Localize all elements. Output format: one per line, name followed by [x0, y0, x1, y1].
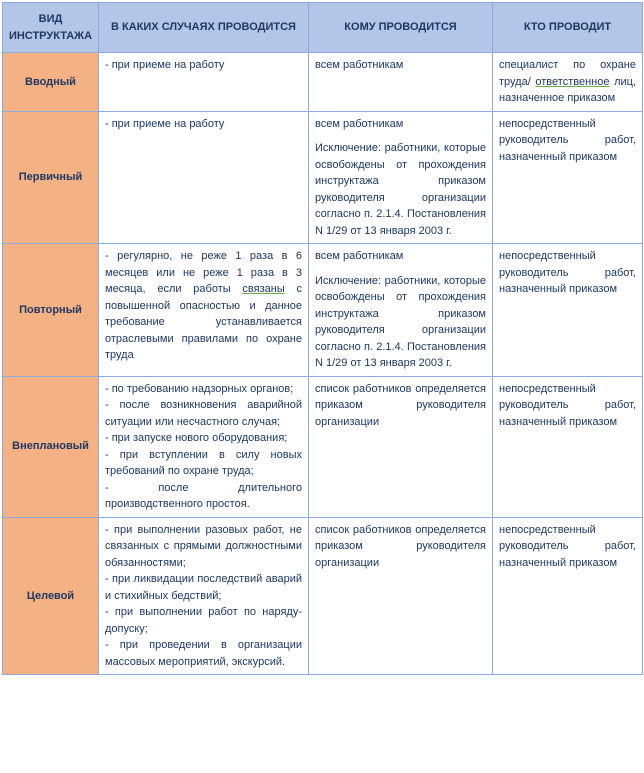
who-line1: всем работникам: [315, 248, 486, 265]
row-who: список работников определяется приказом …: [309, 376, 493, 517]
instruktazh-table: ВИД ИНСТРУКТАЖА В КАКИХ СЛУЧАЯХ ПРОВОДИТ…: [2, 2, 643, 675]
table-row: Первичный - при приеме на работу всем ра…: [3, 111, 643, 244]
table-row: Внеплановый - по требованию надзорных ор…: [3, 376, 643, 517]
row-type: Первичный: [3, 111, 99, 244]
table-row: Вводный - при приеме на работу всем рабо…: [3, 53, 643, 112]
row-when: - при приеме на работу: [99, 111, 309, 244]
who-line1: всем работникам: [315, 116, 486, 133]
who-rest: Исключение: работники, которые освобожде…: [315, 273, 486, 372]
row-by: непосредственный руководитель работ, наз…: [493, 517, 643, 675]
row-when: - регулярно, не реже 1 раза в 6 месяцев …: [99, 244, 309, 377]
row-by: непосредственный руководитель работ, наз…: [493, 244, 643, 377]
row-who: всем работникам: [309, 53, 493, 112]
col-header-by: КТО ПРОВОДИТ: [493, 3, 643, 53]
col-header-who: КОМУ ПРОВОДИТСЯ: [309, 3, 493, 53]
row-who: всем работникам Исключение: работники, к…: [309, 111, 493, 244]
row-who: список работников определяется приказом …: [309, 517, 493, 675]
by-text-underlined: ответственное: [535, 76, 609, 88]
row-type: Внеплановый: [3, 376, 99, 517]
table-row: Повторный - регулярно, не реже 1 раза в …: [3, 244, 643, 377]
row-type: Целевой: [3, 517, 99, 675]
row-who: всем работникам Исключение: работники, к…: [309, 244, 493, 377]
row-by: непосредственный руководитель работ, наз…: [493, 376, 643, 517]
row-type: Повторный: [3, 244, 99, 377]
col-header-when: В КАКИХ СЛУЧАЯХ ПРОВОДИТСЯ: [99, 3, 309, 53]
row-type: Вводный: [3, 53, 99, 112]
col-header-type: ВИД ИНСТРУКТАЖА: [3, 3, 99, 53]
row-when: - при приеме на работу: [99, 53, 309, 112]
row-when: - по требованию надзорных органов; - пос…: [99, 376, 309, 517]
row-by: специалист по охране труда/ ответственно…: [493, 53, 643, 112]
row-by: непосредственный руководитель работ, наз…: [493, 111, 643, 244]
who-rest: Исключение: работники, которые освобожде…: [315, 140, 486, 239]
table-row: Целевой - при выполнении разовых работ, …: [3, 517, 643, 675]
when-underlined: связаны: [242, 283, 284, 295]
table-header-row: ВИД ИНСТРУКТАЖА В КАКИХ СЛУЧАЯХ ПРОВОДИТ…: [3, 3, 643, 53]
row-when: - при выполнении разовых работ, не связа…: [99, 517, 309, 675]
